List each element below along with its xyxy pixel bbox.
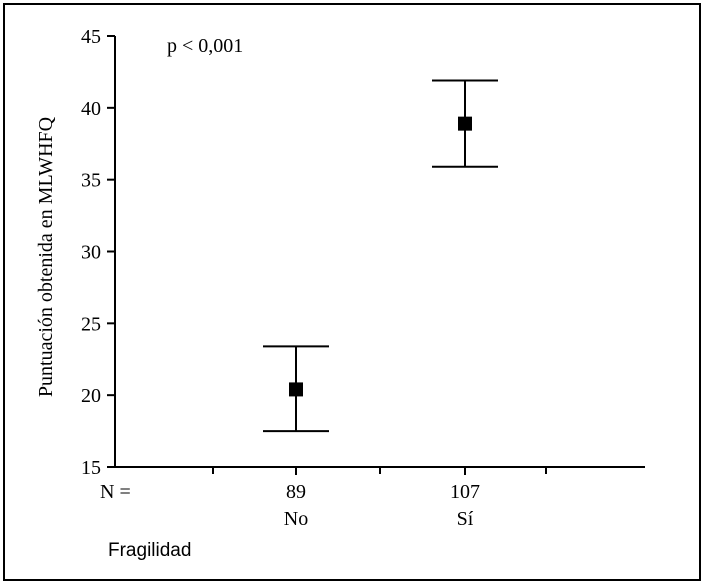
x-axis-label: Fragilidad bbox=[108, 540, 191, 561]
y-axis-label: Puntuación obtenida en MLWHFQ bbox=[35, 116, 57, 397]
y-tick-label-45: 45 bbox=[81, 26, 101, 48]
x-ticks: 89 No 107 Sí bbox=[212, 467, 547, 530]
y-tick-label-25: 25 bbox=[81, 313, 101, 335]
mean-marker-cat-2 bbox=[458, 116, 472, 131]
n-label: N = bbox=[100, 481, 131, 503]
y-tick-label-30: 30 bbox=[81, 242, 101, 264]
category-label-cat-2: Sí bbox=[457, 508, 474, 530]
n-value-cat-2: 107 bbox=[450, 481, 480, 503]
series-group bbox=[263, 79, 498, 433]
y-tick-label-35: 35 bbox=[81, 170, 101, 192]
chart-frame bbox=[3, 3, 701, 581]
mean-marker-cat-1 bbox=[289, 382, 303, 397]
y-tick-label-40: 40 bbox=[81, 98, 101, 120]
y-ticks: 15 20 25 30 35 40 45 bbox=[81, 26, 115, 479]
y-tick-label-15: 15 bbox=[81, 457, 101, 479]
p-value-annotation: p < 0,001 bbox=[167, 35, 243, 57]
y-tick-label-20: 20 bbox=[81, 385, 101, 407]
category-label-cat-1: No bbox=[284, 508, 308, 530]
n-value-cat-1: 89 bbox=[286, 481, 306, 503]
